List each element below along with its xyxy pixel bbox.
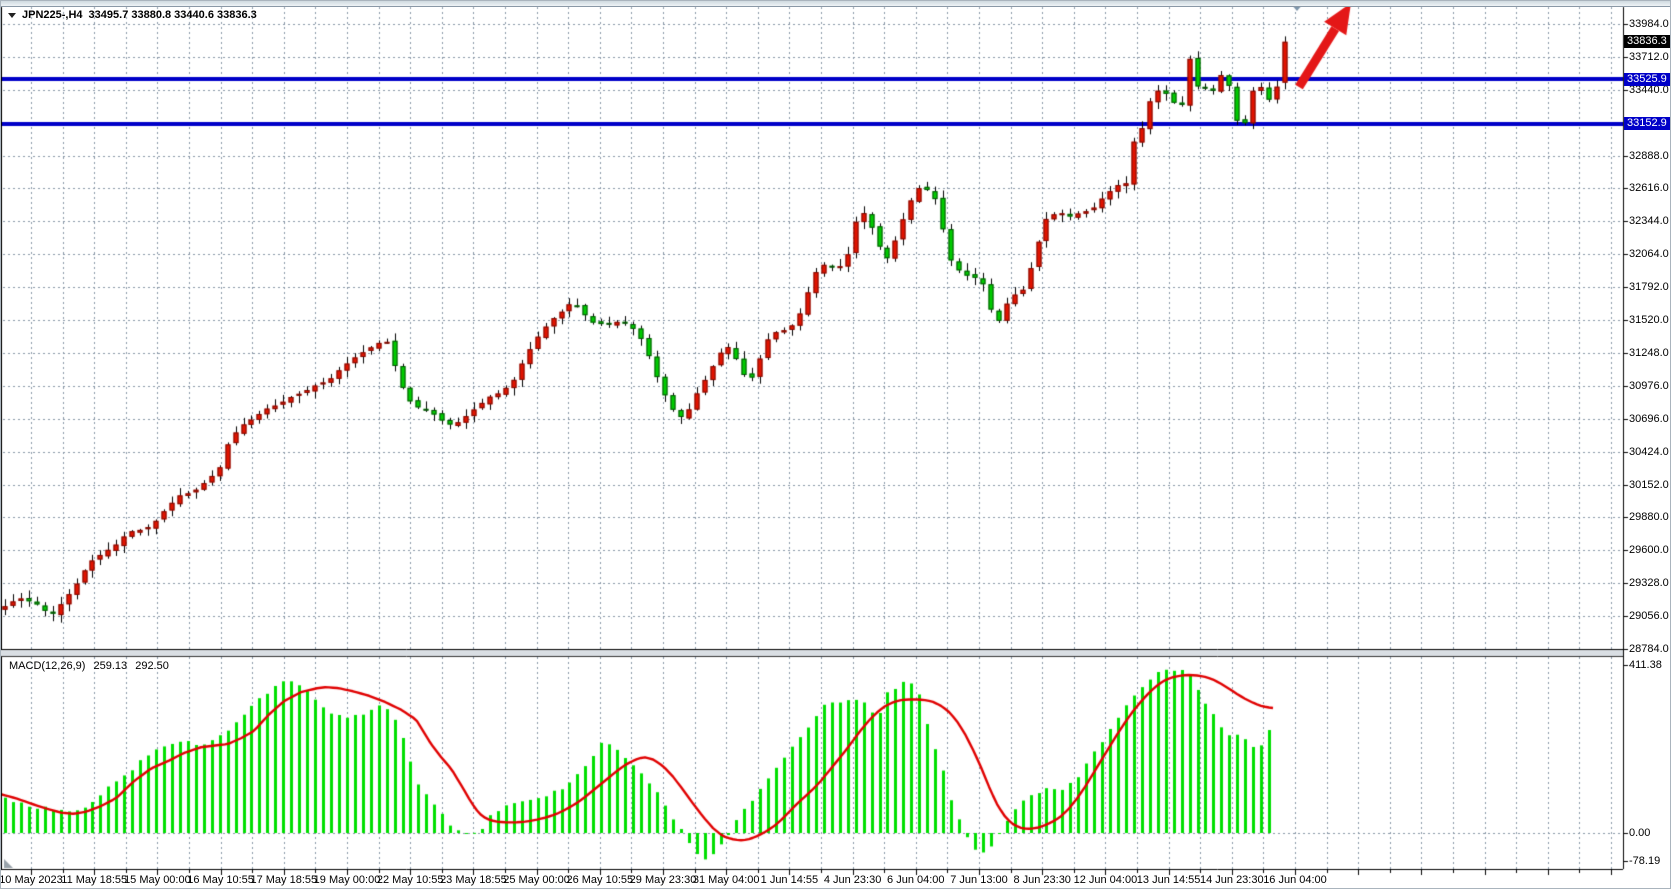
y-axis-price-label: 30152.0 xyxy=(1629,478,1669,491)
x-axis-time-label: 11 May 18:55 xyxy=(61,874,128,886)
y-axis-price-label: 30424.0 xyxy=(1629,445,1669,458)
macd-indicator-label: MACD(12,26,9) 259.13 292.50 xyxy=(9,660,174,672)
macd-main-value: 259.13 xyxy=(93,660,128,672)
x-axis-time-label: 4 Jun 23:30 xyxy=(823,874,882,886)
y-axis-price-label: 31248.0 xyxy=(1629,346,1669,359)
y-axis-price-label: 33440.0 xyxy=(1629,83,1669,96)
x-axis-time-label: 16 Jun 04:00 xyxy=(1263,874,1327,886)
current-price-badge: 33836.3 xyxy=(1624,35,1670,49)
y-axis-price-label: 32064.0 xyxy=(1629,248,1669,261)
x-axis-time-label: 6 Jun 04:00 xyxy=(887,874,945,886)
symbol-timeframe-label: JPN225-,H4 xyxy=(22,9,83,21)
macd-name: MACD(12,26,9) xyxy=(9,660,86,672)
y-axis-price-label: 30976.0 xyxy=(1629,379,1669,392)
x-axis-time-label: 10 May 2023 xyxy=(0,874,63,886)
y-axis-price-label: 32888.0 xyxy=(1629,149,1669,162)
window-chrome-strip xyxy=(1,1,1670,7)
x-axis-time-label: 22 May 10:55 xyxy=(376,874,444,886)
macd-axis-label: -78.19 xyxy=(1629,855,1661,867)
x-axis-time-label: 14 Jun 23:30 xyxy=(1199,874,1264,886)
ohlc-values: 33495.7 33880.8 33440.6 33836.3 xyxy=(88,9,257,21)
price-line-badge[interactable]: 33525.9 xyxy=(1624,72,1670,86)
x-axis-time-label: 31 May 04:00 xyxy=(692,874,760,886)
x-axis-time-label: 7 Jun 13:00 xyxy=(950,874,1008,886)
x-axis-time-label: 12 Jun 04:00 xyxy=(1073,874,1138,886)
y-axis-price-label: 33984.0 xyxy=(1629,18,1669,30)
macd-signal-value: 292.50 xyxy=(135,660,169,672)
symbol-dropdown-icon[interactable] xyxy=(8,12,16,18)
x-axis-time-label: 8 Jun 23:30 xyxy=(1013,874,1071,886)
y-axis-price-label: 28784.0 xyxy=(1629,642,1669,655)
x-axis-time-label: 15 May 00:00 xyxy=(124,874,191,886)
x-axis-time-label: 16 May 10:55 xyxy=(187,874,254,886)
x-axis-time-label: 17 May 18:55 xyxy=(250,874,318,886)
y-axis-price-label: 29880.0 xyxy=(1629,511,1669,524)
y-axis-price-label: 32344.0 xyxy=(1629,215,1669,228)
y-axis-price-label: 29600.0 xyxy=(1629,544,1669,557)
chart-header: JPN225-,H4 33495.7 33880.8 33440.6 33836… xyxy=(8,9,257,21)
x-axis-time-label: 19 May 00:00 xyxy=(313,874,381,886)
y-axis-price-label: 31792.0 xyxy=(1629,281,1669,294)
x-axis-time-label: 25 May 00:00 xyxy=(503,874,570,886)
x-axis-time-label: 1 Jun 14:55 xyxy=(760,874,819,886)
macd-axis-label: 411.38 xyxy=(1629,659,1662,671)
x-axis-time-label: 13 Jun 14:55 xyxy=(1136,874,1201,886)
y-axis-price-label: 33712.0 xyxy=(1629,50,1669,63)
y-axis-price-label: 31520.0 xyxy=(1629,314,1669,327)
x-axis-time-label: 26 May 10:55 xyxy=(566,874,634,886)
y-axis-price-label: 32616.0 xyxy=(1629,182,1669,195)
y-axis-price-label: 30696.0 xyxy=(1629,412,1669,425)
x-axis-time-label: 29 May 23:30 xyxy=(629,874,697,886)
macd-axis-label: 0.00 xyxy=(1629,827,1651,839)
price-line-badge[interactable]: 33152.9 xyxy=(1624,117,1670,131)
y-axis-price-label: 29056.0 xyxy=(1629,610,1669,623)
y-axis-price-label: 29328.0 xyxy=(1629,577,1669,590)
x-axis-time-label: 23 May 18:55 xyxy=(440,874,507,886)
